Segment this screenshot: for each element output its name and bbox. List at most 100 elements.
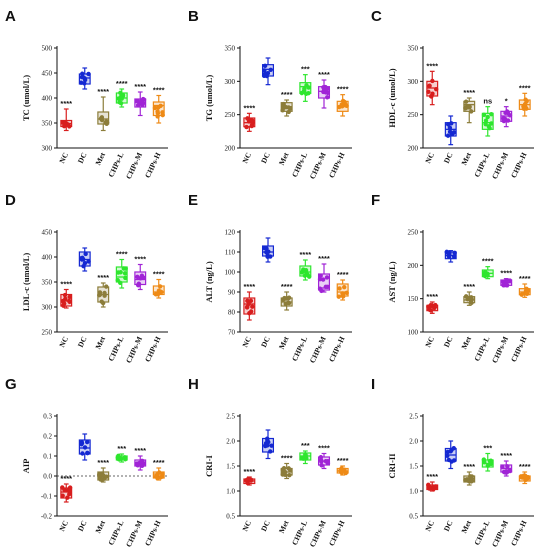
significance-label: ***	[483, 444, 492, 453]
data-point	[286, 300, 292, 306]
y-axis-title: CRI-I	[204, 454, 214, 476]
significance-label: ****	[426, 472, 438, 481]
data-point	[485, 114, 490, 120]
data-point	[156, 105, 161, 110]
box-chps-l: ***	[115, 444, 128, 463]
data-point	[318, 273, 323, 278]
significance-label: ****	[134, 446, 146, 455]
data-point	[325, 459, 331, 464]
box-dc	[78, 433, 91, 461]
y-tick-label: 2.0	[409, 438, 418, 446]
x-tick-label: DC	[76, 151, 89, 165]
box-chps-h: ****	[152, 86, 165, 124]
y-tick-label: 350	[42, 120, 53, 128]
data-point	[119, 96, 124, 101]
x-tick-label: Met	[93, 519, 107, 535]
data-point	[98, 116, 104, 121]
data-point	[115, 278, 120, 283]
x-tick-label: CHPs-M	[308, 519, 328, 548]
data-point	[307, 274, 312, 279]
data-point	[118, 90, 123, 95]
box-met: ****	[463, 282, 476, 306]
x-tick-label: CHPs-H	[327, 151, 347, 179]
data-point	[287, 473, 292, 478]
data-point	[155, 114, 160, 119]
y-tick-label: 350	[225, 45, 236, 53]
box-dc	[444, 115, 457, 146]
data-point	[451, 458, 457, 463]
data-point	[488, 461, 494, 467]
data-point	[521, 106, 527, 111]
y-tick-label: 200	[408, 262, 419, 270]
data-point	[139, 98, 144, 103]
significance-label: ****	[337, 456, 349, 465]
data-point	[306, 85, 311, 90]
data-point	[482, 460, 487, 465]
data-point	[431, 487, 436, 492]
data-point	[82, 77, 88, 83]
box-chps-h: ****	[518, 83, 531, 117]
data-point	[463, 99, 469, 104]
y-axis-title: TC (umol/L)	[21, 75, 31, 121]
data-point	[447, 254, 452, 259]
x-tick-label: CHPs-M	[124, 151, 144, 180]
data-point	[286, 466, 291, 471]
y-tick-label: -0.2	[41, 513, 53, 521]
data-point	[463, 294, 469, 299]
significance-label: ****	[153, 86, 165, 95]
data-point	[342, 99, 347, 105]
data-point	[342, 284, 347, 290]
significance-label: ****	[337, 85, 349, 94]
data-point	[104, 284, 109, 289]
x-tick-label: CHPs-L	[106, 519, 125, 547]
box-chps-h: ****	[336, 85, 349, 117]
data-point	[323, 284, 329, 289]
data-point	[489, 121, 494, 126]
significance-label: ****	[116, 250, 128, 259]
x-tick-label: NC	[240, 335, 253, 349]
data-point	[433, 302, 438, 308]
significance-label: ns	[483, 97, 492, 106]
data-point	[141, 275, 147, 281]
x-tick-label: CHPs-H	[509, 519, 529, 547]
data-point	[463, 477, 468, 483]
data-point	[501, 116, 506, 121]
data-point	[337, 286, 342, 291]
box-nc: ****	[426, 61, 439, 106]
box-met: ****	[463, 462, 476, 486]
x-tick-label: CHPs-L	[106, 151, 125, 179]
box-dc	[261, 237, 275, 263]
significance-label: ****	[97, 273, 109, 282]
data-point	[99, 471, 105, 476]
data-point	[83, 251, 88, 257]
significance-label: ****	[519, 274, 531, 283]
box-nc: ****	[60, 280, 73, 309]
data-point	[245, 116, 250, 121]
y-axis-title: HDL-c (umol/L)	[387, 68, 397, 127]
significance-label: ****	[318, 70, 330, 79]
panel-h: H 0.5 1.0 1.5 2.0 2.5 CRI-I **** NC DC **** Met *** C…	[188, 376, 352, 549]
data-point	[266, 249, 271, 254]
data-point	[446, 457, 452, 463]
data-point	[467, 296, 473, 301]
data-point	[152, 105, 158, 111]
data-point	[86, 259, 91, 264]
data-point	[250, 118, 255, 123]
data-point	[522, 102, 528, 107]
x-tick-label: DC	[76, 519, 89, 533]
panel-letter: I	[371, 376, 375, 393]
significance-label: ****	[134, 82, 146, 91]
box-nc: ****	[243, 103, 256, 132]
x-tick-label: DC	[259, 519, 272, 533]
box-chps-l: ***	[481, 444, 494, 472]
data-point	[140, 102, 145, 108]
box-chps-l: ns	[481, 97, 494, 137]
panel-e: E 70 80 90 100 110 120 ALT (ng/L) **** NC DC **** Me…	[188, 192, 352, 365]
data-point	[344, 290, 349, 296]
significance-label: ****	[243, 103, 255, 112]
box-chps-m: ****	[134, 82, 147, 117]
data-point	[430, 78, 435, 84]
x-tick-label: NC	[240, 151, 253, 165]
significance-label: ****	[97, 87, 109, 96]
box-chps-m: ****	[134, 446, 147, 471]
